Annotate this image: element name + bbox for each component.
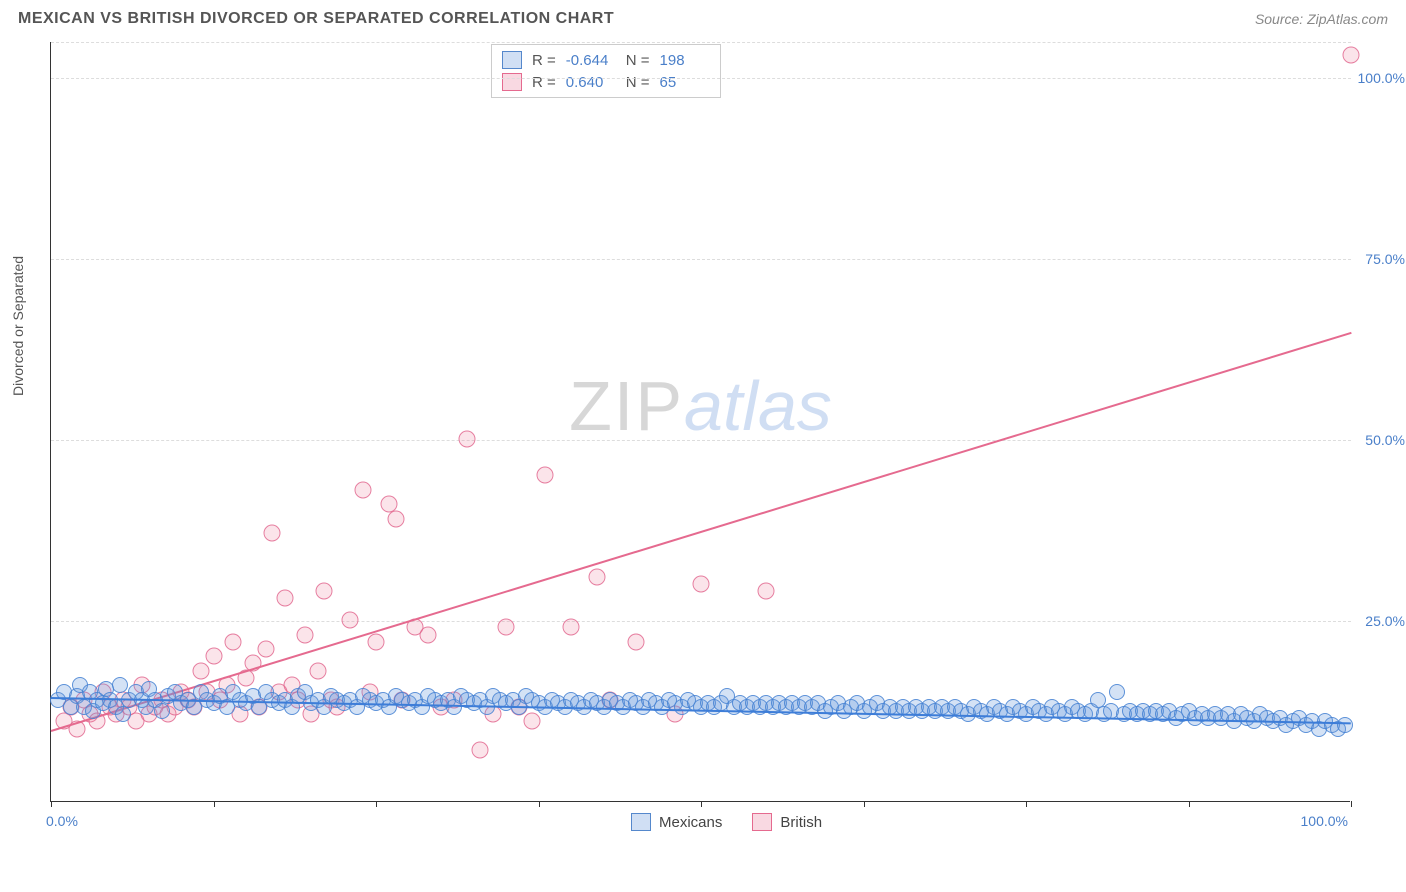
british-point <box>264 525 281 542</box>
r-label: R = <box>532 52 556 69</box>
y-axis-label: Divorced or Separated <box>10 255 26 395</box>
x-tick-mark <box>864 801 865 807</box>
british-trend-line <box>51 332 1352 732</box>
n-value: 198 <box>660 52 710 69</box>
british-point <box>257 641 274 658</box>
british-point <box>589 568 606 585</box>
r-value: -0.644 <box>566 52 616 69</box>
x-tick-mark <box>701 801 702 807</box>
mexicans-point <box>1337 717 1353 733</box>
gridline <box>51 440 1351 441</box>
british-point <box>524 713 541 730</box>
british-point <box>420 626 437 643</box>
watermark-atlas: atlas <box>684 367 832 445</box>
mexicans-point <box>1109 684 1125 700</box>
watermark-zip: ZIP <box>569 367 684 445</box>
british-point <box>277 590 294 607</box>
x-tick-mark <box>1351 801 1352 807</box>
gridline <box>51 78 1351 79</box>
x-tick-mark <box>1026 801 1027 807</box>
y-tick-label: 25.0% <box>1365 613 1405 629</box>
mexicans-point <box>112 677 128 693</box>
chart-title: MEXICAN VS BRITISH DIVORCED OR SEPARATED… <box>18 10 614 28</box>
r-value: 0.640 <box>566 74 616 91</box>
n-label: N = <box>626 74 650 91</box>
british-point <box>205 648 222 665</box>
swatch-blue <box>631 813 651 831</box>
plot-area: ZIPatlas R = -0.644 N = 198 R = 0.640 N = 65 0.… <box>50 42 1350 802</box>
r-label: R = <box>532 74 556 91</box>
british-point <box>693 575 710 592</box>
british-point <box>758 583 775 600</box>
british-point <box>309 662 326 679</box>
watermark: ZIPatlas <box>569 366 832 446</box>
y-tick-label: 50.0% <box>1365 432 1405 448</box>
legend-item: Mexicans <box>631 813 722 831</box>
x-tick-label-first: 0.0% <box>46 813 78 829</box>
british-point <box>296 626 313 643</box>
legend-label: Mexicans <box>659 814 722 831</box>
mexicans-point <box>115 706 131 722</box>
british-point <box>628 633 645 650</box>
british-point <box>355 481 372 498</box>
british-point <box>368 633 385 650</box>
x-tick-mark <box>51 801 52 807</box>
british-point <box>563 619 580 636</box>
n-label: N = <box>626 52 650 69</box>
stats-row: R = 0.640 N = 65 <box>502 71 710 93</box>
british-point <box>459 431 476 448</box>
stats-box: R = -0.644 N = 198 R = 0.640 N = 65 <box>491 44 721 98</box>
x-tick-label-last: 100.0% <box>1301 813 1348 829</box>
british-point <box>472 742 489 759</box>
gridline <box>51 621 1351 622</box>
british-point <box>192 662 209 679</box>
british-point <box>316 583 333 600</box>
legend-label: British <box>780 814 822 831</box>
y-tick-label: 100.0% <box>1358 70 1405 86</box>
british-point <box>387 510 404 527</box>
swatch-blue <box>502 51 522 69</box>
y-tick-label: 75.0% <box>1365 251 1405 267</box>
source-attribution: Source: ZipAtlas.com <box>1255 11 1388 27</box>
gridline <box>51 42 1351 43</box>
british-point <box>225 633 242 650</box>
n-value: 65 <box>660 74 710 91</box>
british-point <box>498 619 515 636</box>
x-tick-mark <box>214 801 215 807</box>
swatch-pink <box>502 73 522 91</box>
x-tick-mark <box>539 801 540 807</box>
legend-item: British <box>752 813 822 831</box>
swatch-pink <box>752 813 772 831</box>
x-tick-mark <box>376 801 377 807</box>
british-point <box>342 612 359 629</box>
british-point <box>537 467 554 484</box>
x-tick-mark <box>1189 801 1190 807</box>
chart-container: Divorced or Separated ZIPatlas R =-0.644… <box>50 42 1390 817</box>
gridline <box>51 259 1351 260</box>
mexicans-point <box>154 703 170 719</box>
stats-row: R = -0.644 N = 198 <box>502 49 710 71</box>
british-point <box>1343 47 1360 64</box>
legend-bottom: Mexicans British <box>631 813 822 831</box>
